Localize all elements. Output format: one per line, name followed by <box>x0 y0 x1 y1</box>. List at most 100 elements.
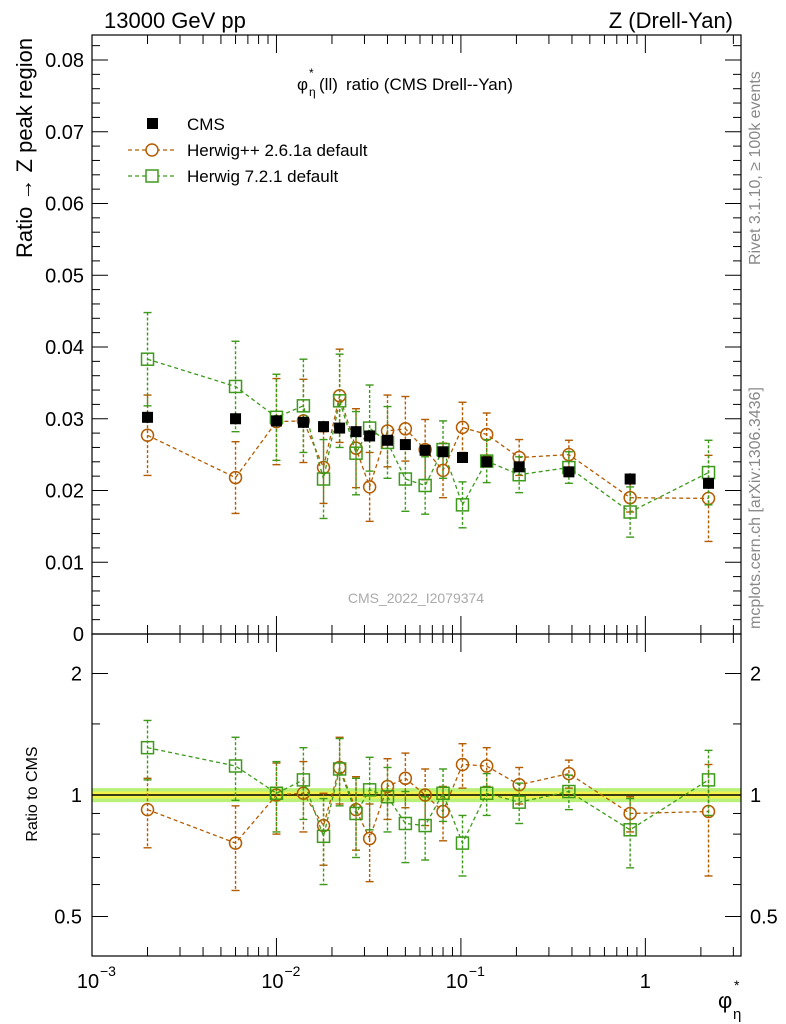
main-cms-point <box>703 477 715 489</box>
main-herwig-pp-point <box>228 470 243 485</box>
main-cms-point <box>230 413 242 425</box>
main-herwig-pp-point <box>362 480 377 494</box>
ratio-herwig-pp-point <box>418 788 432 802</box>
main-herwig-pp-point <box>398 422 413 436</box>
main-herwig7-point <box>140 352 155 366</box>
ratio-herwig-pp-point <box>479 759 494 773</box>
main-herwig7-line <box>147 358 709 513</box>
main-cms-point <box>399 439 411 451</box>
main-data-marks <box>140 311 716 543</box>
main-y-tick-label: 0 <box>73 624 84 646</box>
main-y-tick-label: 0.01 <box>45 552 84 574</box>
ratio-herwig7-point <box>701 773 716 787</box>
x-axis-phi-star: * <box>734 977 740 993</box>
title-phi-star: * <box>309 66 314 80</box>
legend-cms-label: CMS <box>187 115 225 134</box>
main-cms-point <box>513 461 525 473</box>
x-tick-label: 10 <box>261 971 283 993</box>
ratio-herwig7-point <box>398 816 413 831</box>
ratio-axes: 10 −3 10 −2 10 −1 10.5 0.51 12 2 <box>54 634 778 993</box>
main-cms-point <box>334 422 346 434</box>
ratio-herwig7-point <box>140 740 155 755</box>
main-herwig-pp-point <box>455 420 470 435</box>
legend-cms-marker <box>147 118 158 129</box>
ratio-herwig7-point <box>418 818 432 833</box>
ratio-data-marks <box>140 719 716 892</box>
ratio-y-tick-label: 2 <box>71 664 82 686</box>
ratio-herwig7-point <box>479 786 494 801</box>
main-y-tick-label: 0.08 <box>45 50 84 72</box>
ratio-herwig-pp-point <box>362 831 377 846</box>
ratio-herwig7-point <box>332 762 347 776</box>
legend-item-herwig-pp: Herwig++ 2.6.1a default <box>128 141 368 160</box>
ratio-herwig7-point <box>362 783 377 797</box>
ratio-herwig7-point <box>228 759 243 773</box>
legend-item-herwig7: Herwig 7.2.1 default <box>128 167 338 186</box>
x-tick-label: 10 <box>77 971 99 993</box>
ratio-herwig7-point <box>436 786 450 801</box>
main-cms-point <box>350 426 362 438</box>
x-tick-exponent: −3 <box>100 963 116 979</box>
ratio-herwig-pp-point <box>140 802 155 817</box>
main-herwig7-point <box>296 399 311 413</box>
ratio-herwig7-point <box>316 829 331 844</box>
legend-herwig-pp-marker <box>145 143 159 157</box>
header-process: Z (Drell-Yan) <box>609 8 733 33</box>
ratio-y-tick-label-right: 1 <box>750 785 761 807</box>
ratio-herwig7-point <box>296 773 311 787</box>
main-y-tick-label: 0.03 <box>45 409 84 431</box>
ratio-herwig7-point <box>562 784 576 799</box>
x-axis-phi-symbol: φ <box>718 988 732 1013</box>
ratio-y-tick-label: 1 <box>71 785 82 807</box>
ratio-y-axis-label: Ratio to CMS <box>24 746 41 841</box>
main-herwig7-point <box>228 379 243 394</box>
main-herwig7-point <box>332 394 347 408</box>
ratio-herwig-pp-point <box>455 757 470 772</box>
analysis-watermark: CMS_2022_I2079374 <box>348 590 484 606</box>
ratio-herwig7-point <box>349 806 363 821</box>
main-cms-point <box>419 444 431 456</box>
main-herwig7-point <box>418 478 432 493</box>
main-y-tick-label: 0.04 <box>45 337 84 359</box>
ratio-y-tick-label: 0.5 <box>54 907 82 929</box>
main-herwig7-point <box>623 505 637 519</box>
ratio-herwig-pp-point <box>228 836 243 850</box>
reference-band <box>92 788 741 803</box>
main-plot-title: φ * η (ll) ratio (CMS Drell--Yan) <box>297 66 513 99</box>
main-y-tick-label: 0.06 <box>45 194 84 216</box>
ratio-herwig7-line <box>147 747 709 845</box>
main-herwig7-point <box>455 498 470 512</box>
main-cms-point <box>437 446 449 458</box>
ratio-herwig7-point <box>512 795 526 809</box>
ratio-y-tick-label-right: 2 <box>750 664 761 686</box>
main-cms-point <box>297 416 309 428</box>
title-phi-symbol: φ <box>297 75 308 94</box>
x-tick-exponent: −2 <box>284 963 300 979</box>
title-text: ratio (CMS Drell--Yan) <box>346 75 513 94</box>
main-cms-point <box>382 434 394 446</box>
legend-herwig7-marker <box>145 169 159 183</box>
ratio-herwig7-point <box>380 790 395 804</box>
x-axis-label: φ * η <box>718 977 741 1023</box>
rivet-version-label: Rivet 3.1.10, ≥ 100k events <box>747 71 764 265</box>
main-cms-point <box>563 466 575 478</box>
ratio-herwig7-point <box>455 836 470 850</box>
ratio-y-tick-label-right: 0.5 <box>750 907 778 929</box>
main-herwig7-point <box>349 446 363 460</box>
main-cms-point <box>364 430 376 442</box>
x-axis-phi-eta: η <box>733 1006 741 1023</box>
main-y-tick-label: 0.07 <box>45 122 84 144</box>
main-cms-point <box>456 451 468 463</box>
ratio-herwig-pp-point <box>562 766 576 781</box>
main-y-tick-label: 0.02 <box>45 481 84 503</box>
legend-herwig-pp-label: Herwig++ 2.6.1a default <box>187 141 368 160</box>
main-cms-point <box>270 415 282 427</box>
x-tick-label: 10 <box>446 971 468 993</box>
ratio-herwig7-point <box>623 823 637 837</box>
source-label: mcplots.cern.ch [arXiv:1306.3436] <box>747 387 764 629</box>
title-phi-eta: η <box>309 85 316 99</box>
main-herwig7-point <box>316 472 331 486</box>
ratio-herwig7-point <box>269 786 284 801</box>
main-herwig7-point <box>398 472 413 486</box>
